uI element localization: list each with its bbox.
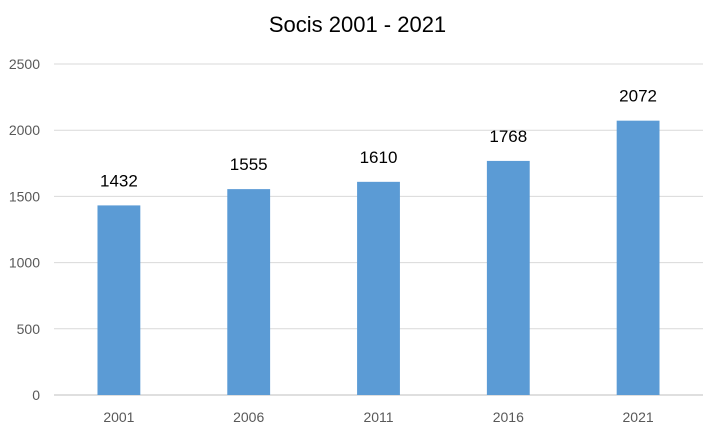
y-tick-label: 500 xyxy=(17,321,41,337)
bar xyxy=(357,181,400,395)
y-tick-label: 1000 xyxy=(9,255,40,271)
bar xyxy=(486,160,530,395)
data-label: 1768 xyxy=(489,127,527,146)
bar xyxy=(227,189,271,395)
data-label: 2072 xyxy=(619,87,657,106)
data-labels: 1432 1555 1610 1768 2072 xyxy=(100,87,657,191)
x-tick-label: 2001 xyxy=(103,409,134,425)
x-tick-label: 2016 xyxy=(493,409,524,425)
y-tick-label: 0 xyxy=(32,387,40,403)
y-tick-label: 1500 xyxy=(9,188,40,204)
bar xyxy=(97,205,141,395)
chart-title: Socis 2001 - 2021 xyxy=(268,12,447,37)
x-axis-ticks: 2001 2006 2011 2016 2021 xyxy=(103,409,654,425)
data-label: 1555 xyxy=(230,155,268,174)
x-tick-label: 2021 xyxy=(623,409,654,425)
data-label: 1610 xyxy=(360,148,398,167)
bar xyxy=(616,120,660,395)
y-tick-label: 2500 xyxy=(9,56,40,72)
bars xyxy=(97,120,660,395)
y-tick-label: 2000 xyxy=(9,122,40,138)
x-tick-label: 2011 xyxy=(363,409,393,425)
x-tick-label: 2006 xyxy=(233,409,264,425)
y-axis-ticks: 0 500 1000 1500 2000 2500 xyxy=(9,56,40,403)
data-label: 1432 xyxy=(100,171,138,190)
